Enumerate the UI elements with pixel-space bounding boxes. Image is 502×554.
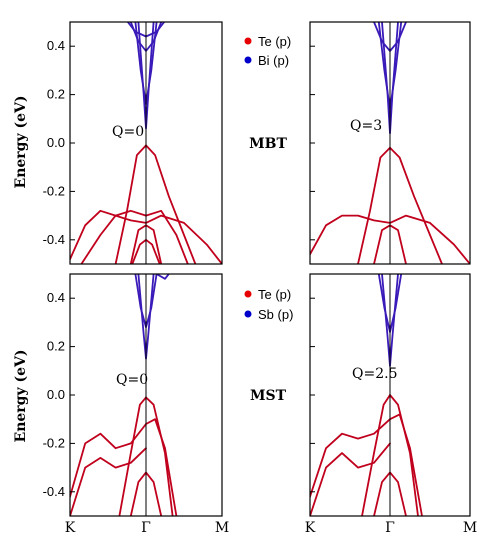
legend-sb-marker <box>244 310 252 318</box>
ytick-label: -0.4 <box>43 484 65 499</box>
q-annotation: Q=0 <box>112 124 144 140</box>
panel-bottom-right: Q=2.5 K Γ M <box>305 273 477 536</box>
legend-sb-label: Sb (p) <box>258 307 293 322</box>
ytick-label: 0.2 <box>47 339 65 354</box>
band-valence-0 <box>70 209 147 261</box>
band-valence-1 <box>80 209 147 264</box>
band-lines <box>310 274 423 516</box>
band-valence-5 <box>145 209 189 264</box>
legend-te-label-top: Te (p) <box>258 34 291 49</box>
ytick-label: -0.2 <box>43 183 65 198</box>
panel-top-right: Q=3 <box>309 21 471 265</box>
ytick-label: 0.0 <box>47 387 65 402</box>
ytick-label: 0.4 <box>47 38 65 53</box>
band-valence-4 <box>389 413 423 516</box>
xtick-label-2: M <box>215 520 229 536</box>
q-annotation: Q=2.5 <box>352 366 397 382</box>
band-valence-2 <box>389 146 443 264</box>
band-valence-0 <box>310 214 391 256</box>
q-annotation: Q=0 <box>116 372 148 388</box>
ylabel-bottom: Energy (eV) <box>13 350 29 443</box>
legend-te-label-bottom: Te (p) <box>258 287 291 302</box>
band-valence-2 <box>118 396 147 516</box>
material-label-mbt: MBT <box>249 136 287 152</box>
band-valence-2 <box>361 394 391 516</box>
ytick-label: -0.2 <box>43 435 65 450</box>
panel-bottom-left: 0.4 0.2 0.0 -0.2 -0.4 Q=0 K Γ M <box>43 273 229 536</box>
legend-te-marker-top <box>244 37 252 45</box>
band-valence-4 <box>145 214 222 264</box>
band-valence-1 <box>70 447 147 516</box>
ylabel-top: Energy (eV) <box>13 96 29 189</box>
ytick-label: 0.0 <box>47 135 65 150</box>
xtick-label-1: Γ <box>141 520 151 536</box>
xtick-label-1: Γ <box>385 520 395 536</box>
q-annotation: Q=3 <box>350 118 382 134</box>
band-valence-3 <box>389 394 419 516</box>
band-valence-1 <box>310 442 391 516</box>
band-valence-4 <box>145 418 178 516</box>
band-valence-2 <box>114 144 147 264</box>
ytick-label: -0.4 <box>43 232 65 247</box>
legend-bi-label: Bi (p) <box>258 53 289 68</box>
ytick-label: 0.4 <box>47 290 65 305</box>
band-conduction-8 <box>155 274 170 280</box>
legend-te-marker-bottom <box>244 290 252 298</box>
xtick-label-2: M <box>463 520 477 536</box>
band-valence-3 <box>145 144 197 264</box>
panel-top-left: 0.4 0.2 0.0 -0.2 -0.4 Q=0 <box>43 21 223 265</box>
xtick-label-0: K <box>305 520 316 536</box>
band-valence-3 <box>389 214 470 264</box>
band-valence-3 <box>145 396 174 516</box>
legend-bi-marker <box>244 56 252 64</box>
ytick-label: 0.2 <box>47 87 65 102</box>
band-valence-1 <box>357 146 391 264</box>
material-label-mst: MST <box>250 388 287 404</box>
band-valence-0 <box>310 418 391 498</box>
band-lines <box>70 274 178 516</box>
xtick-label-0: K <box>65 520 76 536</box>
